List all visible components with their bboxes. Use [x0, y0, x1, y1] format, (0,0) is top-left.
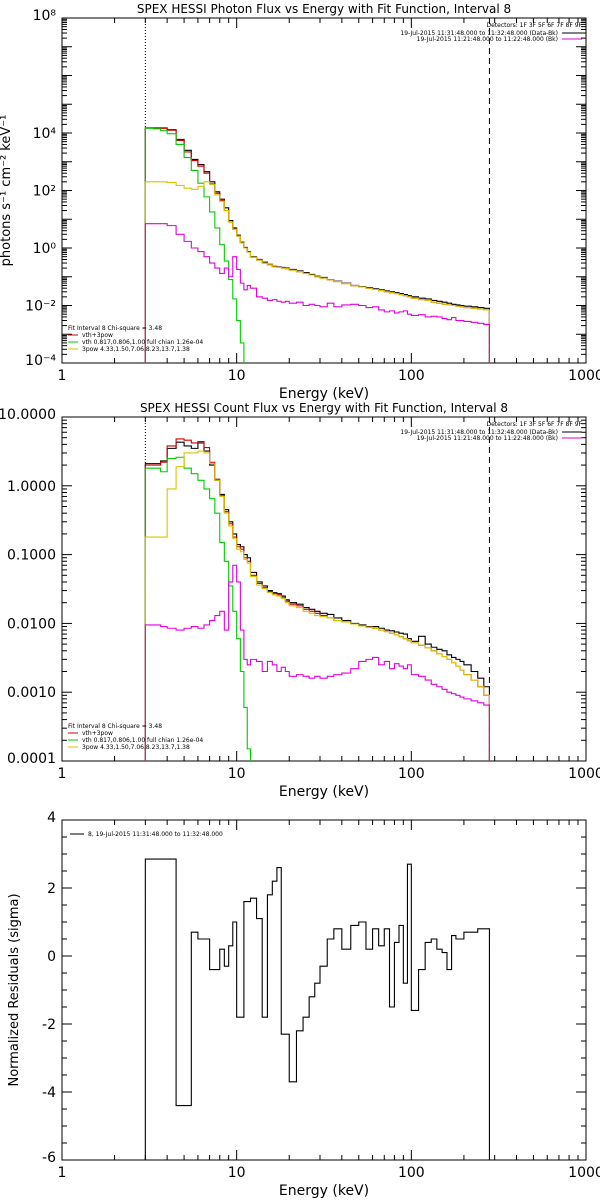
x-axis-label: Energy (keV) — [279, 784, 369, 800]
plot-frame — [61, 17, 587, 364]
y-tick-label: 10⁻² — [25, 299, 56, 315]
y-tick-label: 0.1000 — [7, 548, 56, 564]
x-axis-label: Energy (keV) — [279, 1183, 369, 1199]
y-tick-label: 0 — [47, 949, 56, 965]
y-axis-label: photons s⁻¹ cm⁻² keV⁻¹ — [0, 115, 14, 267]
x-tick-label: 1000 — [568, 766, 600, 782]
data-legend-label: 19-Jul-2015 11:31:48.000 to 11:32:48.000… — [400, 30, 558, 37]
y-tick-label: 0.0010 — [7, 685, 56, 701]
y-tick-label: 10² — [33, 184, 56, 200]
detectors-label: Detectors: 1F 3F 5F 6F 7F 8F 9F — [486, 22, 582, 29]
x-tick-label: 100 — [398, 368, 425, 384]
series-data-bk — [144, 127, 490, 363]
y-tick-label: -2 — [42, 1017, 56, 1033]
series-3pow — [144, 181, 490, 363]
fit-legend-label: vth+3pow — [82, 332, 113, 339]
y-tick-label: -4 — [42, 1085, 56, 1101]
series-3pow — [144, 450, 490, 761]
residual-legend-label: 8, 19-Jul-2015 11:31:48.000 to 11:32:48.… — [88, 831, 223, 838]
fit-legend-label: 3pow 4.33,1.50,7.06,8.23,13.7,1.38 — [82, 346, 190, 353]
x-tick-label: 100 — [398, 1165, 425, 1181]
plot-frame — [61, 416, 587, 762]
x-tick-label: 10 — [228, 368, 246, 384]
y-tick-label: 10.0000 — [0, 407, 56, 423]
plot-frame — [61, 819, 587, 1161]
series-vth-3pow — [144, 127, 490, 363]
series-bk — [144, 564, 490, 761]
detectors-label: Detectors: 1F 3F 5F 6F 7F 8F 9F — [486, 421, 582, 428]
chart-title: SPEX HESSI Count Flux vs Energy with Fit… — [140, 401, 508, 415]
x-axis-label: Energy (keV) — [279, 386, 369, 402]
x-tick-label: 100 — [398, 766, 425, 782]
y-tick-label: 10⁴ — [33, 126, 57, 142]
y-tick-label: 0.0100 — [7, 616, 56, 632]
x-tick-label: 1 — [58, 368, 67, 384]
chart-panel-2: SPEX HESSI Count Flux vs Energy with Fit… — [0, 401, 600, 800]
chart-title: SPEX HESSI Photon Flux vs Energy with Fi… — [137, 2, 511, 16]
y-tick-label: 10⁻⁴ — [25, 353, 56, 369]
y-tick-label: 10⁰ — [33, 241, 57, 257]
fit-legend-label: vth+3pow — [82, 730, 113, 737]
data-legend-label: 19-Jul-2015 11:31:48.000 to 11:32:48.000… — [400, 429, 558, 436]
y-axis-label: Normalized Residuals (sigma) — [7, 893, 22, 1086]
series-data-bk — [144, 441, 490, 761]
x-tick-label: 1000 — [568, 1165, 600, 1181]
x-tick-label: 10 — [228, 1165, 246, 1181]
series-vth-3pow — [144, 438, 490, 761]
x-tick-label: 1 — [58, 766, 67, 782]
x-tick-label: 1 — [58, 1165, 67, 1181]
series-vth — [144, 127, 248, 363]
fit-legend-label: vth 0.817,0.806,1.00 full chian 1.26e-04 — [82, 737, 203, 744]
chart-panel-3: 1 10 100 1000 Energy (keV) -6 -4 -2 0 2 4 Normalize… — [7, 810, 600, 1199]
data-legend-label: 19-Jul-2015 11:21:48.000 to 11:22:48.000… — [417, 36, 558, 43]
chart-panel-1: SPEX HESSI Photon Flux vs Energy with Fi… — [0, 2, 600, 402]
y-tick-label: 4 — [47, 810, 56, 826]
data-legend-label: 19-Jul-2015 11:21:48.000 to 11:22:48.000… — [417, 435, 558, 442]
y-tick-label: 1.0000 — [7, 479, 56, 495]
series-vth — [144, 456, 252, 761]
fit-legend-label: vth 0.817,0.806,1.00 full chian 1.26e-04 — [82, 339, 203, 346]
series-residuals — [144, 858, 490, 1160]
y-tick-label: 2 — [47, 881, 56, 897]
fit-legend-header: Fit Interval 8 Chi-square = 3.48 — [68, 723, 162, 730]
y-tick-label: -6 — [42, 1150, 56, 1166]
x-tick-label: 1000 — [568, 368, 600, 384]
fit-legend-label: 3pow 4.33,1.50,7.06,8.23,13.7,1.38 — [82, 744, 190, 751]
fit-legend-header: Fit Interval 8 Chi-square = 3.48 — [68, 325, 162, 332]
y-tick-label: 10⁸ — [33, 8, 57, 24]
y-tick-label: 0.0001 — [7, 751, 56, 767]
series-bk — [144, 223, 490, 363]
x-tick-label: 10 — [228, 766, 246, 782]
